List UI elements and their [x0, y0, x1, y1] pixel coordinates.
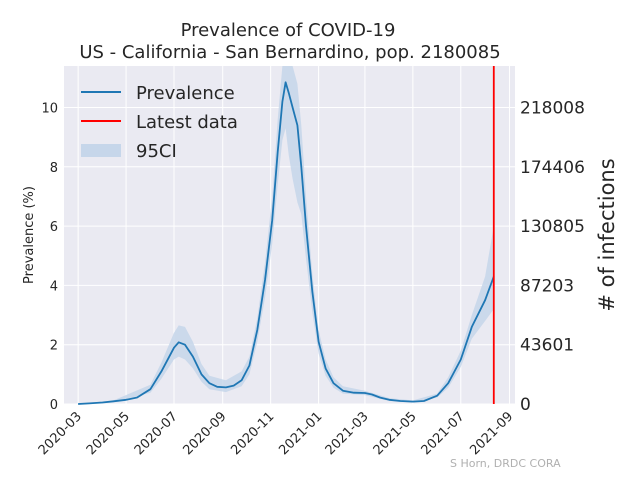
legend-ci-swatch: [81, 144, 121, 157]
y-tick-label: 4: [50, 279, 58, 294]
grid-layer: [64, 66, 515, 405]
x-tick-label: 2020-07: [132, 409, 181, 458]
x-tick-label: 2021-09: [467, 409, 516, 458]
right-tick-label: 174406: [520, 158, 585, 178]
x-tick-label: 2020-05: [84, 409, 133, 458]
y-tick-label: 6: [50, 220, 58, 235]
y-tick-label: 10: [41, 102, 58, 117]
right-tick-label: 130805: [520, 217, 585, 237]
chart-subtitle: US - California - San Bernardino, pop. 2…: [79, 42, 500, 63]
left-tick-labels: 0 2 4 6 8 10: [41, 102, 58, 413]
x-tick-label: 2020-03: [36, 409, 85, 458]
x-tick-label: 2021-07: [419, 409, 468, 458]
legend-ci-label: 95CI: [136, 141, 177, 162]
x-tick-label: 2021-03: [323, 409, 372, 458]
right-tick-label: 218008: [520, 99, 585, 119]
right-tick-label: 87203: [520, 276, 574, 296]
x-tick-label: 2020-09: [181, 409, 230, 458]
right-tick-label: 43601: [520, 336, 574, 356]
prevalence-line-layer: [78, 81, 495, 405]
legend-latest-label: Latest data: [136, 112, 238, 133]
x-tick-label: 2021-05: [371, 409, 420, 458]
legend-prevalence-label: Prevalence: [136, 83, 235, 104]
legend: Prevalence Latest data 95CI: [81, 83, 238, 162]
right-axis-label: # of infections: [595, 158, 619, 311]
credit-text: S Horn, DRDC CORA: [450, 457, 561, 470]
y-tick-label: 0: [50, 398, 58, 413]
ci-band-layer: [78, 66, 494, 404]
chart-title: Prevalence of COVID-19: [181, 20, 396, 41]
x-tick-label: 2021-01: [276, 409, 325, 458]
right-tick-label: 0: [520, 395, 531, 415]
series-line-prevalence: [78, 81, 495, 405]
right-tick-labels: 0 43601 87203 130805 174406 218008: [520, 99, 585, 415]
ci-band: [78, 66, 494, 404]
y-tick-label: 2: [50, 339, 58, 354]
y-tick-label: 8: [50, 161, 58, 176]
y-axis-label: Prevalence (%): [22, 186, 37, 284]
x-tick-label: 2020-11: [228, 409, 277, 458]
